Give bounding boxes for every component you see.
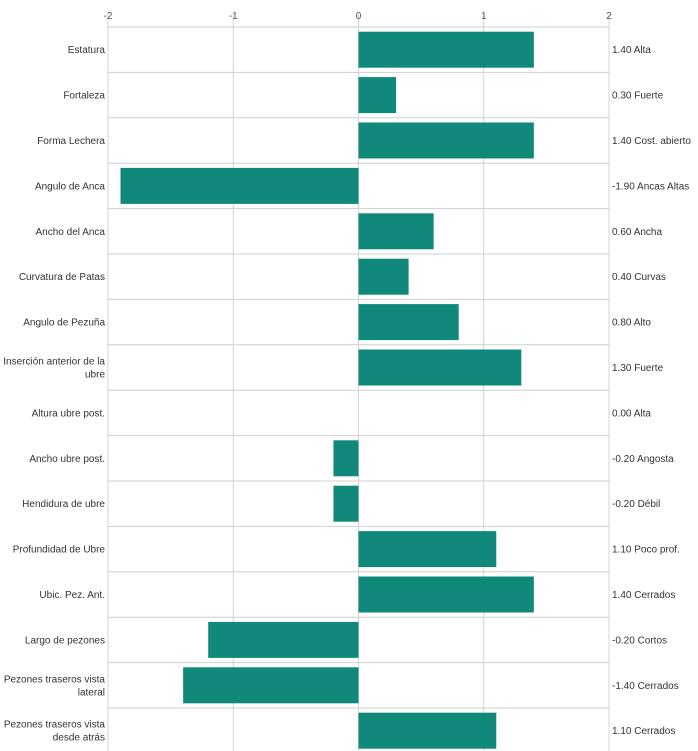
- category-label: Ancho ubre post.: [29, 454, 105, 465]
- value-label: 1.40 Cost. abierto: [612, 136, 691, 147]
- category-label: Fortaleza: [63, 91, 105, 102]
- category-labels: Estatura Fortaleza Forma Lechera Angulo de …: [3, 45, 105, 744]
- bar: [358, 122, 534, 159]
- bar: [358, 531, 497, 568]
- category-label: Pezones traseros vista: [4, 674, 106, 685]
- bar: [333, 440, 359, 477]
- value-label: 1.40 Alta: [612, 45, 651, 56]
- value-labels: 1.40 Alta 0.30 Fuerte 1.40 Cost. abierto -1…: [612, 45, 691, 737]
- value-label: 1.10 Poco prof.: [612, 545, 680, 556]
- category-label: Angulo de Pezuña: [23, 318, 105, 329]
- value-label: -1.90 Ancas Altas: [612, 181, 689, 192]
- category-label: Curvatura de Patas: [19, 272, 105, 283]
- value-label: 0.30 Fuerte: [612, 91, 664, 102]
- x-tick-label: -1: [229, 11, 238, 22]
- value-label: 1.40 Cerrados: [612, 590, 675, 601]
- category-label: Ubic. Pez. Ant.: [39, 590, 105, 601]
- category-label: lateral: [78, 687, 105, 698]
- value-label: 0.80 Alto: [612, 318, 651, 329]
- value-label: 0.00 Alta: [612, 408, 651, 419]
- bar: [358, 349, 522, 386]
- value-label: -0.20 Cortos: [612, 635, 667, 646]
- value-label: 1.30 Fuerte: [612, 363, 664, 374]
- bar: [208, 621, 359, 658]
- bar: [358, 304, 459, 341]
- bar: [183, 667, 359, 704]
- bar: [120, 167, 359, 204]
- category-label: Hendidura de ubre: [22, 499, 105, 510]
- x-tick-label: 1: [481, 11, 487, 22]
- bar: [358, 213, 434, 250]
- category-label: Estatura: [68, 45, 106, 56]
- value-label: -0.20 Angosta: [612, 454, 674, 465]
- category-label: ubre: [85, 370, 105, 381]
- bars: [120, 31, 534, 749]
- x-axis-ticks: -2 -1 0 1 2: [104, 11, 613, 22]
- category-label: Ancho del Anca: [36, 227, 106, 238]
- category-label: Angulo de Anca: [35, 181, 105, 192]
- bar: [358, 576, 534, 613]
- value-label: -0.20 Débil: [612, 499, 660, 510]
- category-label: Forma Lechera: [37, 136, 105, 147]
- x-tick-label: 2: [606, 11, 612, 22]
- value-label: 1.10 Cerrados: [612, 726, 675, 737]
- bar: [358, 712, 497, 749]
- category-label: Pezones traseros vista: [4, 720, 106, 731]
- value-label: 0.60 Ancha: [612, 227, 662, 238]
- row-separators: [108, 26, 609, 709]
- category-label: Altura ubre post.: [32, 408, 105, 419]
- bar: [358, 258, 409, 295]
- x-tick-label: -2: [104, 11, 113, 22]
- value-label: -1.40 Cerrados: [612, 681, 679, 692]
- value-label: 0.40 Curvas: [612, 272, 666, 283]
- bar: [333, 485, 359, 522]
- category-label: desde atrás: [53, 733, 105, 744]
- category-label: Largo de pezones: [25, 635, 105, 646]
- bar: [358, 77, 397, 114]
- category-label: Inserción anterior de la: [3, 357, 105, 368]
- category-label: Profundidad de Ubre: [13, 545, 106, 556]
- bar: [358, 31, 534, 68]
- x-tick-label: 0: [356, 11, 362, 22]
